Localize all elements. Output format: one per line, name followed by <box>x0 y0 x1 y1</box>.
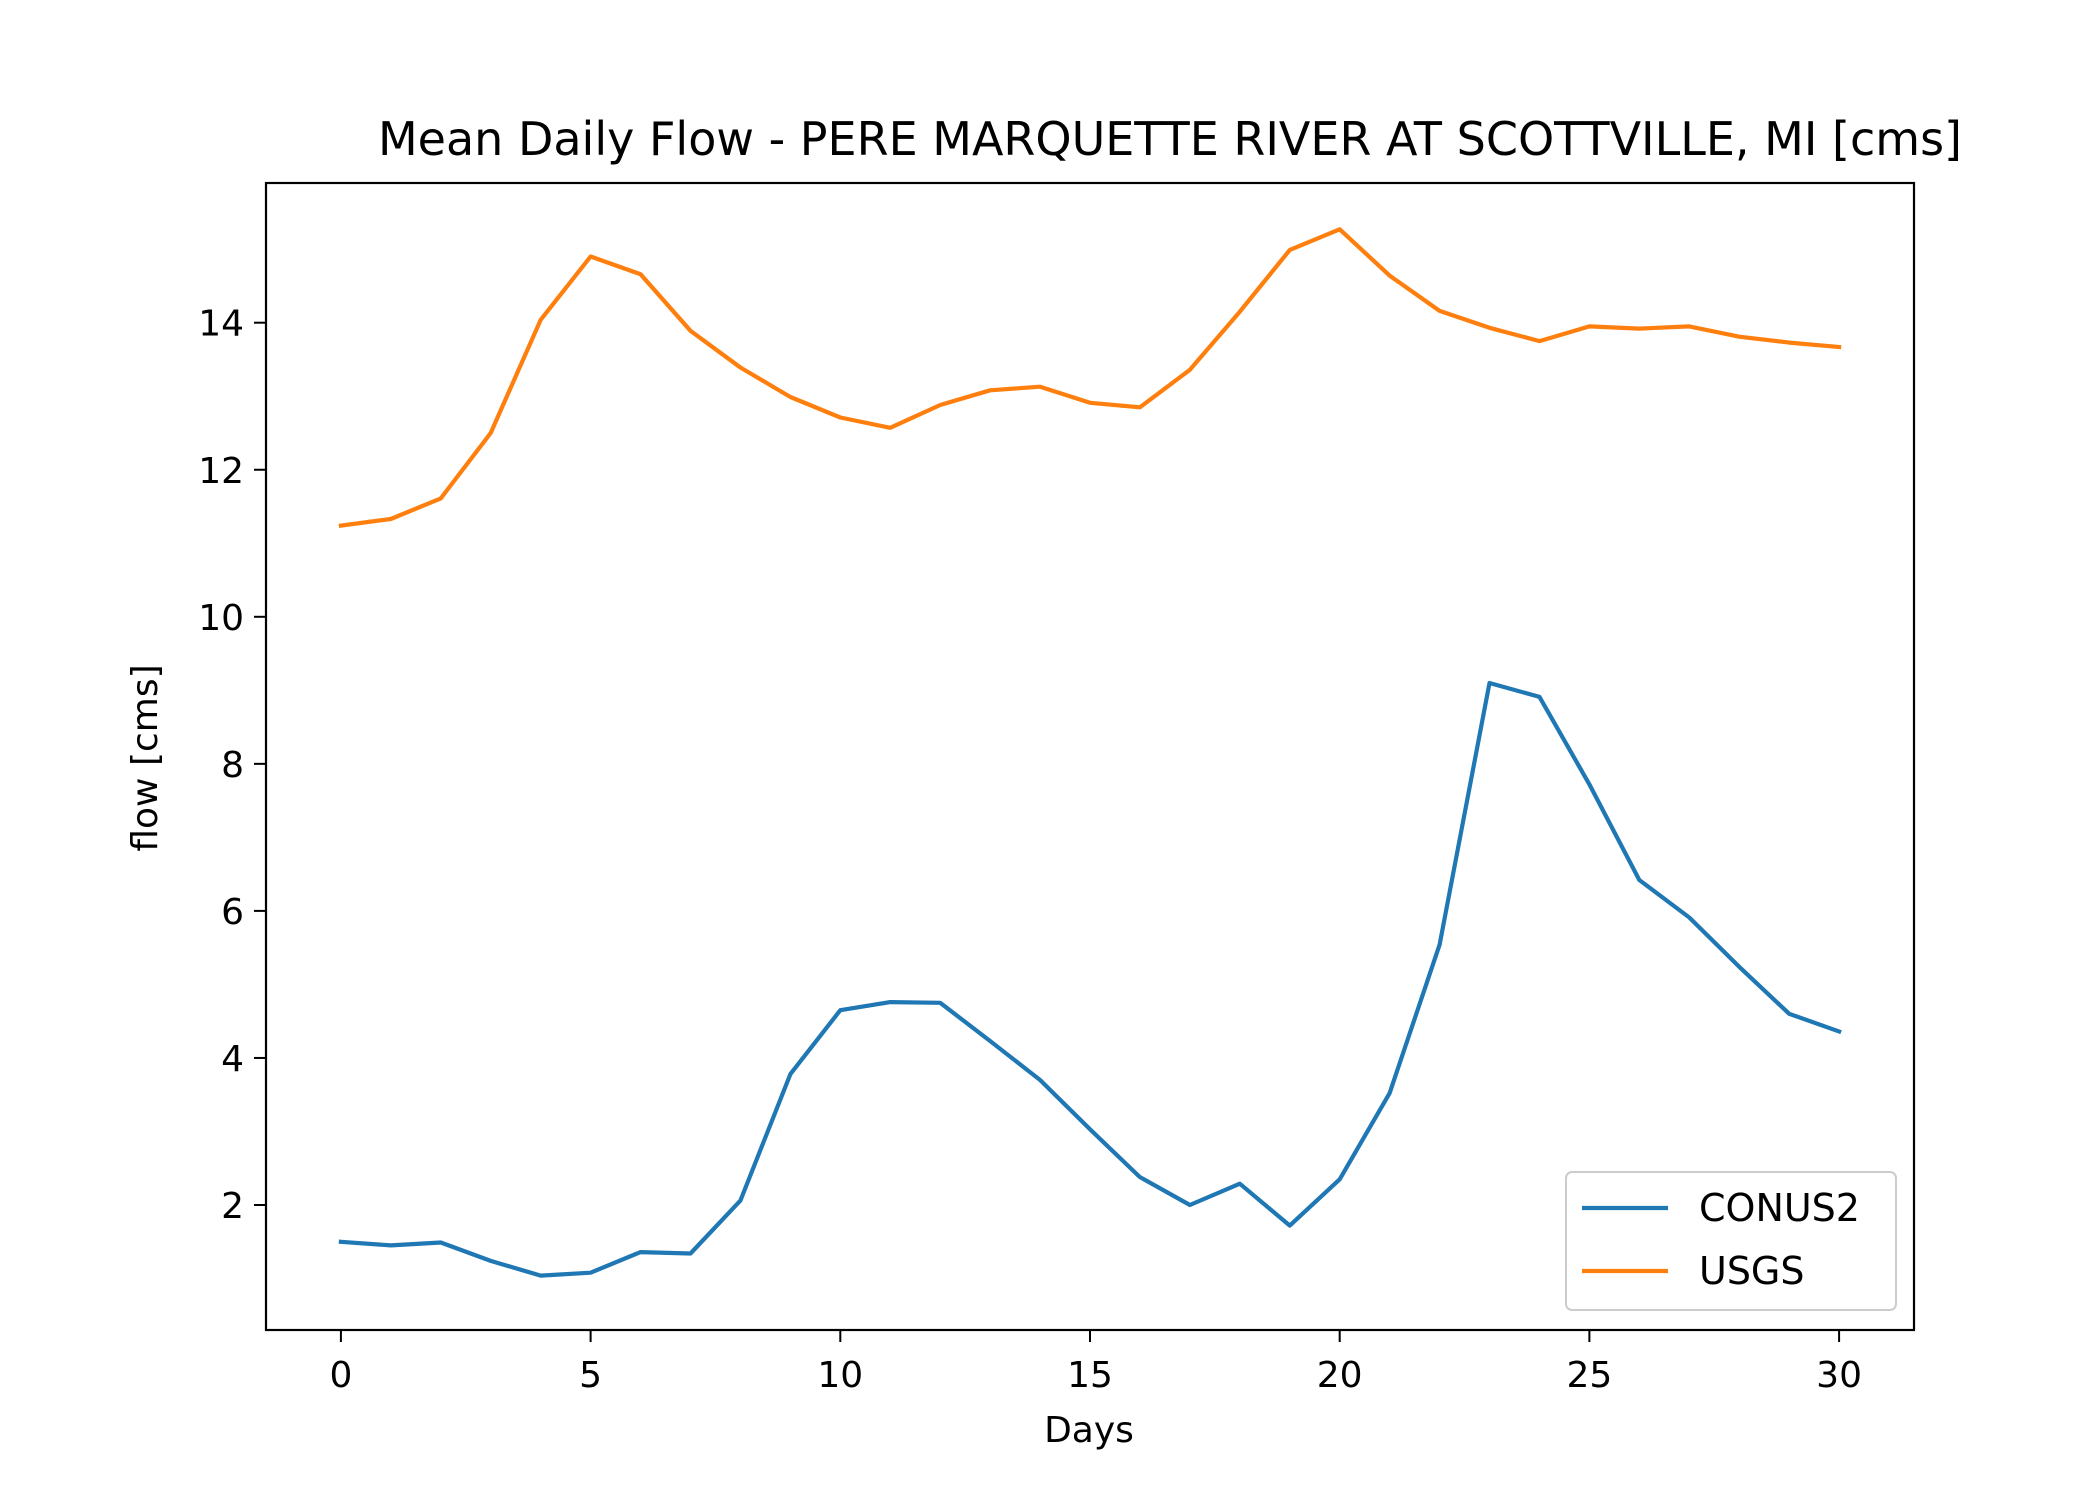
x-tick-label: 15 <box>1067 1355 1113 1396</box>
y-axis-label: flow [cms] <box>125 664 166 851</box>
legend-label-conus2: CONUS2 <box>1699 1186 1860 1230</box>
x-tick-label: 5 <box>579 1355 602 1396</box>
plot-area: 0 5 10 15 20 25 30 2 4 6 8 10 12 14 CONUS2 USGS <box>198 181 1916 1396</box>
chart-title: Mean Daily Flow - PERE MARQUETTE RIVER A… <box>378 112 1962 166</box>
y-tick-label: 8 <box>221 745 244 786</box>
y-tick-label: 10 <box>198 598 244 639</box>
y-tick-label: 4 <box>221 1039 244 1080</box>
x-axis-label: Days <box>1044 1410 1134 1451</box>
series-line-conus2 <box>338 680 1842 1278</box>
y-tick-label: 14 <box>198 304 244 345</box>
x-tick-label: 0 <box>329 1355 352 1396</box>
series-line-usgs <box>338 227 1842 528</box>
y-tick-label: 2 <box>221 1186 244 1227</box>
x-tick-label: 20 <box>1317 1355 1363 1396</box>
x-tick-label: 25 <box>1566 1355 1612 1396</box>
y-tick-label: 6 <box>221 892 244 933</box>
x-tick-label: 10 <box>817 1355 863 1396</box>
y-tick-label: 12 <box>198 451 244 492</box>
x-tick-label: 30 <box>1816 1355 1862 1396</box>
legend-label-usgs: USGS <box>1699 1249 1805 1293</box>
